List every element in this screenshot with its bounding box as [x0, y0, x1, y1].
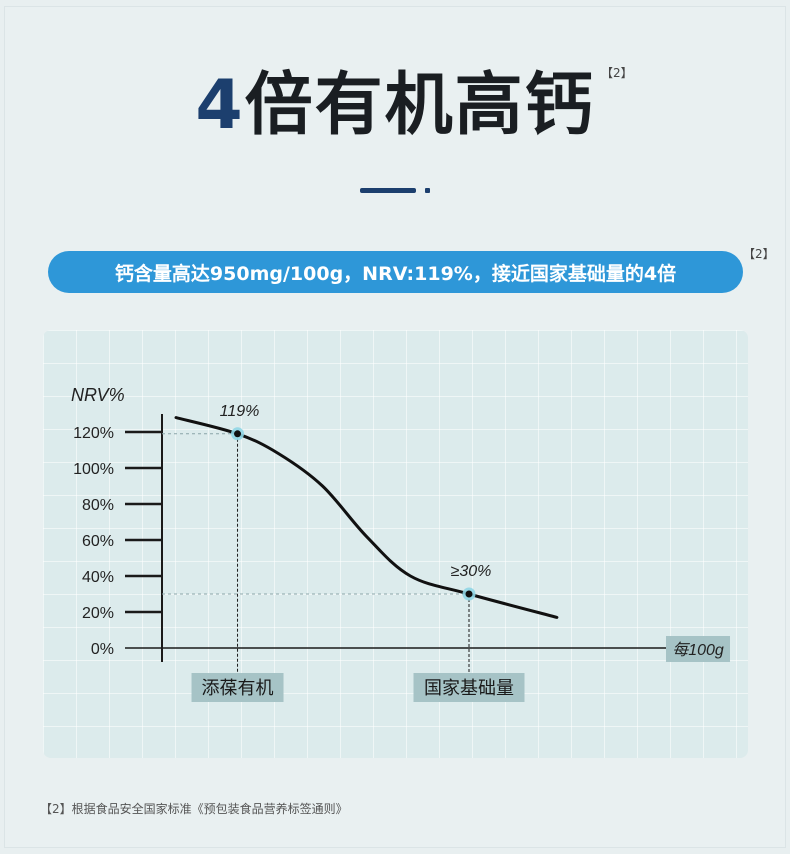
y-tick-label: 0%: [91, 641, 114, 658]
y-tick-label: 100%: [73, 461, 114, 478]
y-tick-label: 40%: [82, 569, 114, 586]
category-label-box: [413, 673, 525, 702]
y-tick-label: 20%: [82, 605, 114, 622]
chart-panel: NRV% 120% 100% 80% 60% 40% 20% 0% 每100g 119% ≥30% 添…: [43, 330, 748, 758]
y-axis-label: NRV%: [71, 385, 125, 405]
category-label-box: [191, 673, 284, 702]
data-point: [234, 430, 242, 438]
title-number: 4: [195, 66, 245, 145]
data-point-label: ≥30%: [451, 563, 492, 580]
title-text: 倍有机高钙: [244, 66, 595, 145]
banner-reference: 【2】: [743, 247, 775, 261]
title-reference: 【2】: [601, 66, 633, 80]
banner-text: 钙含量高达950mg/100g，NRV:119%，接近国家基础量的4倍: [114, 262, 677, 285]
nrv-curve: [174, 416, 559, 619]
y-tick-label: 60%: [82, 533, 114, 550]
page-title: 4倍有机高钙: [0, 64, 790, 148]
footnote: 【2】根据食品安全国家标准《预包装食品营养标签通则》: [40, 802, 348, 816]
x-axis-label: 每100g: [672, 641, 724, 659]
calcium-banner: 钙含量高达950mg/100g，NRV:119%，接近国家基础量的4倍: [48, 251, 743, 293]
y-tick-label: 120%: [73, 425, 114, 442]
data-point-label: 119%: [220, 403, 260, 420]
category-label: 添葆有机: [202, 678, 274, 698]
category-label: 国家基础量: [424, 678, 514, 698]
title-divider-dot: [425, 188, 430, 193]
y-tick-label: 80%: [82, 497, 114, 514]
data-point: [465, 590, 473, 598]
x-axis-label-box: [666, 636, 730, 662]
title-divider: [360, 188, 416, 193]
nrv-chart: NRV% 120% 100% 80% 60% 40% 20% 0% 每100g 119% ≥30% 添…: [71, 385, 730, 702]
